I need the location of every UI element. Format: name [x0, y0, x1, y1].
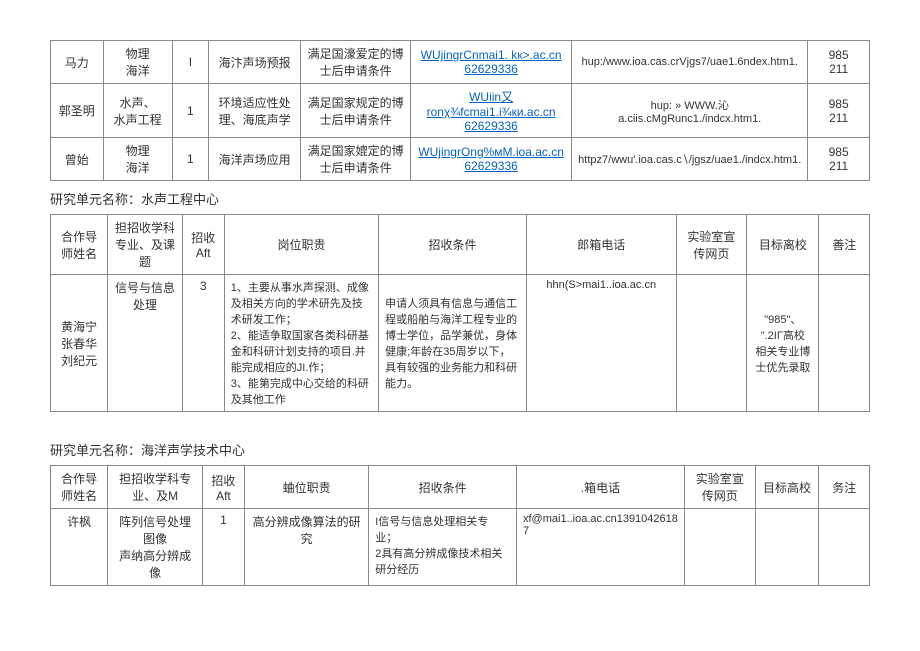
table-row: 黄海宁张春华刘纪元 信号与信息处理 3 1、主要从事水声探测、成像及相关方向的学…	[51, 275, 870, 412]
cell-goal: "985"、".2ΙΓ高校相关专业博士优先录取	[747, 275, 819, 412]
th-name: 合作导师姓名	[51, 215, 108, 275]
cell-goal	[755, 509, 819, 586]
cell-duty: 环境适应性处理、海底声学	[209, 84, 301, 138]
cell-name: 许枫	[51, 509, 108, 586]
cell-email[interactable]: WUiin又ronχ¾fcmai1.i¾ки.ac.cn62629336	[411, 84, 572, 138]
cell-duty: 海汴声场预报	[209, 41, 301, 84]
th-duty: 岗位职贵	[224, 215, 378, 275]
cell-goal: 985211	[808, 41, 870, 84]
header-row: 合作导师姓名 担招收学科专业、及课题 招收Aft 岗位职贵 招收条件 郎箱电话 …	[51, 215, 870, 275]
cell-cond: 申请人须具有信息与通信工程或船舶与海洋工程专业的博士学位，品学兼优，身体健康;年…	[379, 275, 527, 412]
cell-goal: 985211	[808, 138, 870, 181]
cell-duty: 高分辨成像算法的研究	[244, 509, 368, 586]
cell-major: 水声、水声工程	[103, 84, 172, 138]
table-row: 许枫 阵列信号处埋图像声纳高分辨成像 1 高分辨成像算法的研究 I信号与信息处理…	[51, 509, 870, 586]
cell-num: 1	[172, 138, 208, 181]
th-lab: 实验室宣传网页	[684, 466, 755, 509]
cell-num: 1	[172, 84, 208, 138]
th-major: 担招收学科专业、及课题	[108, 215, 183, 275]
table-row: 曾始 物理海洋 1 海洋声场应用 满足国家媲定的博士后申请条件 WUjingrO…	[51, 138, 870, 181]
th-cond: 招收条件	[369, 466, 517, 509]
table-top: 马力 物理海洋 I 海汴声场预报 满足国濠爱定的博士后申请条件 WUjingrC…	[50, 40, 870, 181]
cell-major: 物理海洋	[103, 41, 172, 84]
cell-name: 曾始	[51, 138, 104, 181]
table-row: 马力 物理海洋 I 海汴声场预报 满足国濠爱定的博士后申请条件 WUjingrC…	[51, 41, 870, 84]
table-section-2: 合作导师姓名 担招收学科专业、及课题 招收Aft 岗位职贵 招收条件 郎箱电话 …	[50, 214, 870, 412]
cell-name: 马力	[51, 41, 104, 84]
cell-email[interactable]: WUjingrOng%мM.ioa.ac.cn62629336	[411, 138, 572, 181]
th-name: 合作导师姓名	[51, 466, 108, 509]
cell-url: httpz7/wwu'.ioa.cas.c∖/jgsz/uae1./indcx.…	[572, 138, 808, 181]
header-row: 合作导师姓名 担招收学科专业、及M 招收Aft 蛐位职贵 招收条件 .箱电话 实…	[51, 466, 870, 509]
section-title-3: 研究单元名称：海洋声学技术中心	[50, 440, 870, 459]
cell-lab	[676, 275, 747, 412]
th-note: 善注	[819, 215, 870, 275]
cell-num: 3	[182, 275, 224, 412]
cell-cond: I信号与信息处理相关专业；2具有高分辨成像技术相关研分经历	[369, 509, 517, 586]
cell-num: I	[172, 41, 208, 84]
th-cond: 招收条件	[379, 215, 527, 275]
cell-duty: 1、主要从事水声探测、成像及相关方向的学术研先及技术研发工作；2、能适争取国家各…	[224, 275, 378, 412]
table-section-3: 合作导师姓名 担招收学科专业、及M 招收Aft 蛐位职贵 招收条件 .箱电话 实…	[50, 465, 870, 586]
cell-name: 黄海宁张春华刘纪元	[51, 275, 108, 412]
th-goal: 目标高校	[755, 466, 819, 509]
cell-major: 信号与信息处理	[108, 275, 183, 412]
cell-cond: 满足国家规定的博士后申请条件	[301, 84, 411, 138]
cell-email: xf@mai1..ioa.ac.cn13910426187	[517, 509, 685, 586]
cell-num: 1	[202, 509, 244, 586]
th-lab: 实验室宣传网页	[676, 215, 747, 275]
cell-email[interactable]: WUjingrCnmai1. kк>.ac.cn62629336	[411, 41, 572, 84]
cell-note	[819, 275, 870, 412]
cell-cond: 满足国家媲定的博士后申请条件	[301, 138, 411, 181]
cell-email: hhn(S>mai1..ioa.ac.cn	[526, 275, 676, 412]
cell-goal: 985211	[808, 84, 870, 138]
cell-duty: 海洋声场应用	[209, 138, 301, 181]
cell-url: hup:/www.ioa.cas.crVjgs7/uae1.6ndex.htm1…	[572, 41, 808, 84]
cell-major: 物理海洋	[103, 138, 172, 181]
th-duty: 蛐位职贵	[244, 466, 368, 509]
th-goal: 目标离校	[747, 215, 819, 275]
section-title-2: 研究单元名称：水声工程中心	[50, 189, 870, 208]
th-mail: .箱电话	[517, 466, 685, 509]
th-note: 务注	[819, 466, 870, 509]
th-major: 担招收学科专业、及M	[108, 466, 203, 509]
table-row: 郭圣明 水声、水声工程 1 环境适应性处理、海底声学 满足国家规定的博士后申请条…	[51, 84, 870, 138]
th-mail: 郎箱电话	[526, 215, 676, 275]
th-num: 招收Aft	[182, 215, 224, 275]
cell-name: 郭圣明	[51, 84, 104, 138]
cell-note	[819, 509, 870, 586]
cell-lab	[684, 509, 755, 586]
cell-cond: 满足国濠爱定的博士后申请条件	[301, 41, 411, 84]
th-num: 招收Aft	[202, 466, 244, 509]
cell-url: hup: » WWW.沁a.ciis.cMgRunc1./indcx.htm1.	[572, 84, 808, 138]
cell-major: 阵列信号处埋图像声纳高分辨成像	[108, 509, 203, 586]
